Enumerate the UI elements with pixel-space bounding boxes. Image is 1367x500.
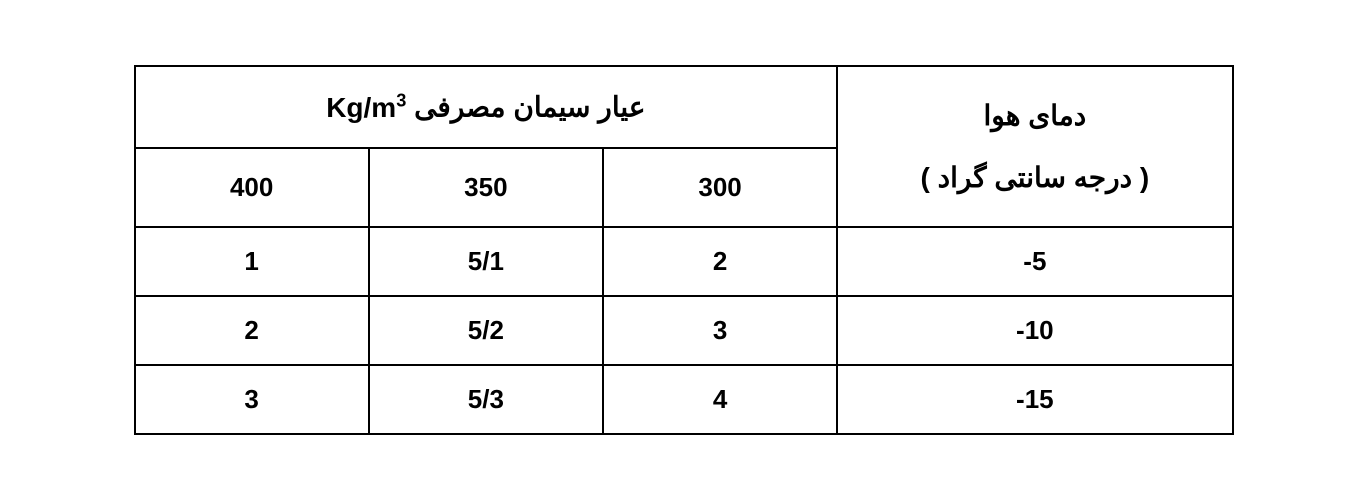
column-400: 400 bbox=[135, 148, 369, 227]
c300-cell: 2 bbox=[603, 227, 837, 296]
cement-unit: Kg/m3 bbox=[326, 92, 406, 123]
c300-cell: 3 bbox=[603, 296, 837, 365]
data-table: دمای هوا ( درجه سانتی گراد ) عیار سیمان … bbox=[134, 65, 1234, 435]
table-row: 10- 3 5/2 2 bbox=[135, 296, 1233, 365]
temp-header-line2: ( درجه سانتی گراد ) bbox=[846, 147, 1223, 209]
c400-cell: 3 bbox=[135, 365, 369, 434]
column-300: 300 bbox=[603, 148, 837, 227]
c300-cell: 4 bbox=[603, 365, 837, 434]
c350-cell: 5/1 bbox=[369, 227, 603, 296]
temp-cell: 5- bbox=[837, 227, 1232, 296]
temp-cell: 10- bbox=[837, 296, 1232, 365]
table-row: 5- 2 5/1 1 bbox=[135, 227, 1233, 296]
header-row-1: دمای هوا ( درجه سانتی گراد ) عیار سیمان … bbox=[135, 66, 1233, 148]
temp-cell: 15- bbox=[837, 365, 1232, 434]
cement-unit-base: Kg/m bbox=[326, 92, 396, 123]
table-row: 15- 4 5/3 3 bbox=[135, 365, 1233, 434]
cement-grade-header: عیار سیمان مصرفی Kg/m3 bbox=[135, 66, 838, 148]
c400-cell: 1 bbox=[135, 227, 369, 296]
column-350: 350 bbox=[369, 148, 603, 227]
c350-cell: 5/2 bbox=[369, 296, 603, 365]
c400-cell: 2 bbox=[135, 296, 369, 365]
cement-label-text: عیار سیمان مصرفی bbox=[406, 92, 645, 123]
temp-header-line1: دمای هوا bbox=[846, 85, 1223, 147]
c350-cell: 5/3 bbox=[369, 365, 603, 434]
cement-unit-sup: 3 bbox=[396, 90, 406, 110]
cement-temperature-table: دمای هوا ( درجه سانتی گراد ) عیار سیمان … bbox=[134, 65, 1234, 435]
air-temperature-header: دمای هوا ( درجه سانتی گراد ) bbox=[837, 66, 1232, 227]
